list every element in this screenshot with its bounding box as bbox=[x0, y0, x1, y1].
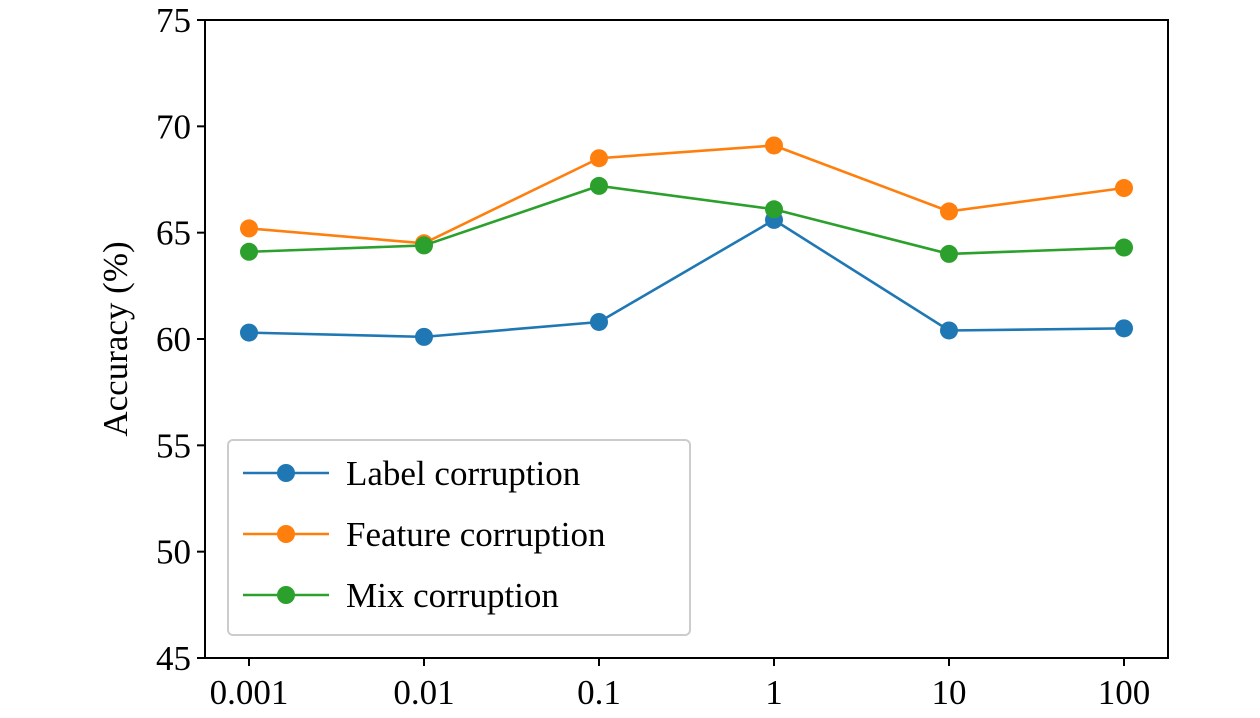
data-point-mix-corruption bbox=[590, 176, 608, 195]
data-point-label-corruption bbox=[240, 323, 258, 342]
data-point-mix-corruption bbox=[1115, 238, 1133, 257]
data-point-mix-corruption bbox=[765, 200, 783, 219]
y-tick-label: 60 bbox=[156, 320, 191, 359]
data-point-feature-corruption bbox=[240, 219, 258, 238]
data-point-label-corruption bbox=[590, 312, 608, 331]
y-tick-label: 70 bbox=[156, 107, 191, 146]
legend-label-feature-corruption: Feature corruption bbox=[346, 515, 606, 554]
y-axis-label: Accuracy (%) bbox=[96, 241, 135, 436]
data-point-feature-corruption bbox=[590, 149, 608, 168]
series-layer bbox=[240, 136, 1133, 346]
x-tick-label: 0.1 bbox=[577, 673, 621, 712]
data-point-label-corruption bbox=[415, 327, 433, 346]
legend: Label corruption Feature corruption Mix co… bbox=[227, 439, 691, 636]
x-tick-label: 0.001 bbox=[210, 673, 289, 712]
data-point-label-corruption bbox=[1115, 319, 1133, 338]
data-point-feature-corruption bbox=[765, 136, 783, 155]
y-tick-label: 75 bbox=[156, 1, 191, 40]
legend-marker-mix-corruption bbox=[277, 586, 295, 604]
series-line-mix-corruption bbox=[248, 184, 1125, 256]
y-tick-label: 50 bbox=[156, 533, 191, 572]
series-mix-corruption bbox=[240, 176, 1133, 263]
legend-label-mix-corruption: Mix corruption bbox=[346, 576, 559, 615]
legend-marker-feature-corruption bbox=[277, 525, 295, 543]
series-line-label-corruption bbox=[248, 218, 1125, 339]
data-point-mix-corruption bbox=[415, 236, 433, 255]
data-point-mix-corruption bbox=[240, 242, 258, 261]
x-tick-label: 0.01 bbox=[393, 673, 454, 712]
x-tick-label: 10 bbox=[932, 673, 967, 712]
legend-label-label-corruption: Label corruption bbox=[346, 454, 580, 493]
x-tick-label: 100 bbox=[1098, 673, 1151, 712]
series-line-feature-corruption bbox=[248, 144, 1125, 245]
data-point-feature-corruption bbox=[940, 202, 958, 221]
series-feature-corruption bbox=[240, 136, 1133, 253]
data-point-mix-corruption bbox=[940, 244, 958, 263]
x-tick-label: 1 bbox=[765, 673, 783, 712]
y-tick-label: 65 bbox=[156, 214, 191, 253]
data-point-label-corruption bbox=[940, 321, 958, 340]
series-label-corruption bbox=[240, 210, 1133, 346]
axes-layer: 0.001 0.01 0.1 1 10 100 45 50 55 60 65 70 75 bbox=[156, 1, 1150, 712]
legend-box bbox=[227, 439, 691, 636]
y-tick-label: 45 bbox=[156, 639, 191, 678]
legend-marker-label-corruption bbox=[277, 464, 295, 482]
data-point-feature-corruption bbox=[1115, 179, 1133, 198]
y-tick-label: 55 bbox=[156, 426, 191, 465]
